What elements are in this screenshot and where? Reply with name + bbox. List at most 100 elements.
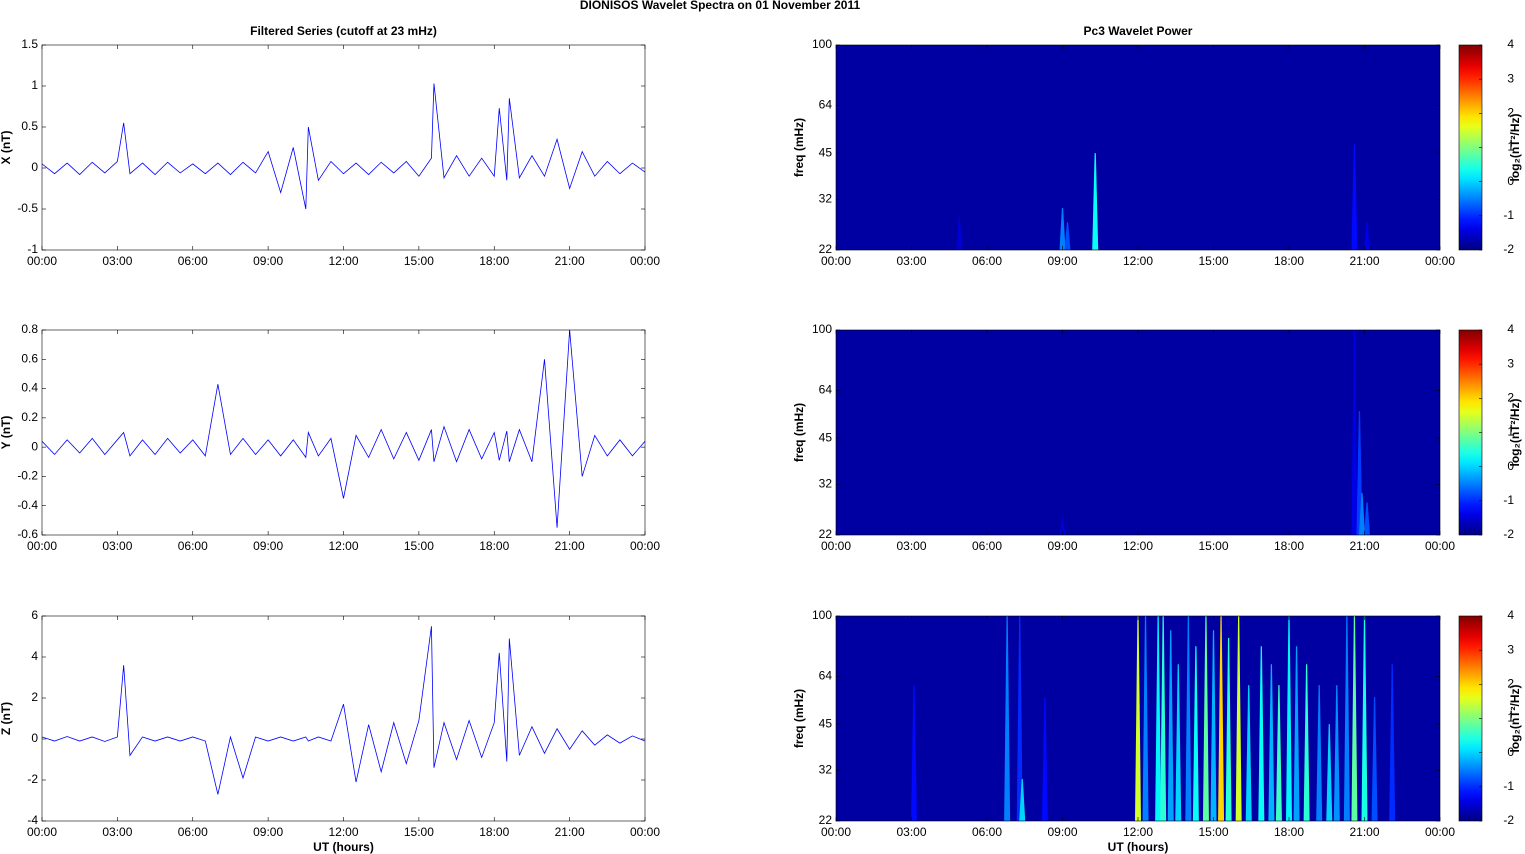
y-tick-label: -1 [27, 242, 38, 256]
power-streak [1175, 664, 1182, 821]
x-tick-label: 06:00 [178, 254, 208, 268]
series-line [42, 626, 645, 795]
y-tick-label: 32 [819, 762, 833, 776]
x-tick-label: 06:00 [178, 539, 208, 553]
y-tick-label: 64 [819, 98, 833, 112]
plot-area [836, 45, 1440, 250]
y-tick-label: -0.5 [17, 201, 38, 215]
y-tick-label: 100 [812, 322, 832, 336]
power-streak [1351, 330, 1358, 535]
x-tick-label: 00:00 [630, 254, 660, 268]
x-tick-label: 18:00 [479, 254, 509, 268]
colorbar-label: log₂(nT²/Hz) [1508, 114, 1522, 182]
x-tick-label: 00:00 [1425, 254, 1455, 268]
power-streak [1351, 144, 1358, 250]
y-axis-label: freq (mHz) [792, 689, 806, 748]
power-streak [1343, 616, 1350, 821]
x-tick-label: 06:00 [972, 254, 1002, 268]
x-tick-label: 21:00 [1349, 254, 1379, 268]
colorbar-tick-label: 4 [1507, 608, 1514, 622]
colorbar-tick-label: 4 [1507, 322, 1514, 336]
x-tick-label: 03:00 [102, 539, 132, 553]
power-streak [1064, 222, 1071, 250]
y-tick-label: 100 [812, 37, 832, 51]
power-streak [1155, 616, 1162, 821]
power-streak [1160, 616, 1167, 821]
colorbar-tick-label: -1 [1503, 208, 1514, 222]
y-tick-label: -0.2 [17, 469, 38, 483]
x-tick-label: 03:00 [896, 539, 926, 553]
power-streak [1303, 664, 1310, 821]
power-streak [1364, 222, 1371, 250]
x-tick-label: 21:00 [1349, 825, 1379, 839]
plot-area [836, 330, 1440, 535]
plot-area [836, 616, 1440, 821]
x-tick-label: 09:00 [253, 539, 283, 553]
y-tick-label: 0.6 [21, 351, 38, 365]
x-tick-label: 21:00 [555, 825, 585, 839]
x-tick-label: 15:00 [1198, 254, 1228, 268]
x-tick-label: 21:00 [555, 539, 585, 553]
axes-frame [41, 329, 646, 536]
y-tick-label: 0.8 [21, 322, 38, 336]
y-tick-label: 45 [819, 430, 833, 444]
colorbar-tick-label: 1 [1507, 140, 1514, 154]
colorbar-tick-label: 2 [1507, 106, 1514, 120]
y-tick-label: 64 [819, 669, 833, 683]
x-tick-label: 00:00 [821, 254, 851, 268]
x-tick-label: 09:00 [253, 254, 283, 268]
y-tick-label: 1 [31, 78, 38, 92]
x-tick-label: 09:00 [253, 825, 283, 839]
heatmap-background [836, 330, 1440, 535]
y-tick-label: 100 [812, 608, 832, 622]
x-tick-label: 09:00 [1047, 254, 1077, 268]
x-tick-label: 06:00 [178, 825, 208, 839]
y-tick-label: 22 [819, 813, 833, 827]
plot-area [42, 626, 645, 795]
x-tick-label: 21:00 [555, 254, 585, 268]
x-tick-label: 15:00 [404, 539, 434, 553]
colorbar-tick-label: -2 [1503, 242, 1514, 256]
colorbar-tick-label: -2 [1503, 527, 1514, 541]
y-tick-label: 0 [31, 160, 38, 174]
x-tick-label: 00:00 [27, 539, 57, 553]
power-streak [1135, 616, 1141, 821]
colorbar-tick-label: 4 [1507, 37, 1514, 51]
x-tick-label: 15:00 [1198, 825, 1228, 839]
power-streak [1185, 616, 1192, 821]
x-tick-label: 12:00 [328, 254, 358, 268]
heatmap-background [836, 45, 1440, 250]
y-tick-label: 22 [819, 527, 833, 541]
x-axis-label: UT (hours) [1108, 840, 1169, 854]
x-tick-label: 00:00 [630, 539, 660, 553]
power-streak [1268, 664, 1275, 821]
power-streak [1358, 493, 1365, 535]
x-tick-label: 03:00 [102, 825, 132, 839]
x-tick-label: 06:00 [972, 539, 1002, 553]
x-tick-label: 00:00 [821, 825, 851, 839]
x-tick-label: 03:00 [896, 825, 926, 839]
power-streak [956, 217, 963, 250]
power-streak [1361, 616, 1368, 821]
x-tick-label: 00:00 [1425, 825, 1455, 839]
colorbar-tick-label: -1 [1503, 493, 1514, 507]
x-tick-label: 12:00 [1123, 254, 1153, 268]
x-tick-label: 00:00 [1425, 539, 1455, 553]
power-streak [1004, 616, 1011, 821]
y-tick-label: 32 [819, 476, 833, 490]
y-tick-label: 45 [819, 716, 833, 730]
series-line [42, 83, 645, 210]
x-tick-label: 03:00 [896, 254, 926, 268]
power-streak [1059, 208, 1066, 250]
power-streak [1192, 646, 1199, 821]
power-streak [1286, 616, 1292, 821]
power-streak [911, 685, 918, 821]
colorbar-tick-label: 3 [1507, 71, 1514, 85]
y-tick-label: 4 [31, 649, 38, 663]
power-streak [1016, 616, 1023, 821]
y-tick-label: 0.5 [21, 119, 38, 133]
x-tick-label: 15:00 [1198, 539, 1228, 553]
y-tick-label: -2 [27, 772, 38, 786]
y-tick-label: 45 [819, 145, 833, 159]
